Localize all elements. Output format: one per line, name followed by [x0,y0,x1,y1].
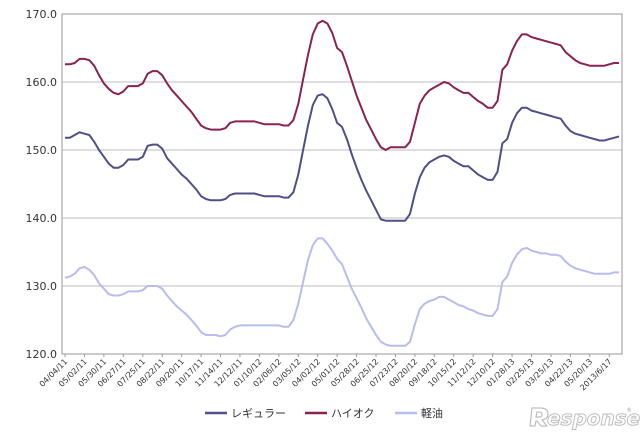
y-tick-label: 120.0 [26,348,58,361]
axes: 120.0130.0140.0150.0160.0170.004/04/1105… [26,8,623,392]
legend-label-1: レギュラー [231,407,286,420]
series [64,19,620,347]
series-line-3 [64,237,619,347]
series-line-2 [65,19,619,151]
legend-label-2: ハイオク [331,407,375,420]
y-tick-label: 150.0 [26,144,58,157]
legend-label-3: 軽油 [421,406,443,420]
series-line-1 [65,93,620,222]
response-logo-r-glyph [529,407,549,427]
y-tick-label: 130.0 [26,280,58,293]
response-logo-text: esponse. [547,406,640,430]
plot-area-border [61,13,623,355]
y-tick-label: 140.0 [26,212,58,225]
y-tick-label: 160.0 [26,76,58,89]
response-logo-registered: ® [626,407,632,414]
grid [62,13,622,355]
response-logo: esponse. ® [529,406,640,431]
y-tick-label: 170.0 [26,8,58,21]
legend: レギュラー ハイオク 軽油 [205,406,443,420]
